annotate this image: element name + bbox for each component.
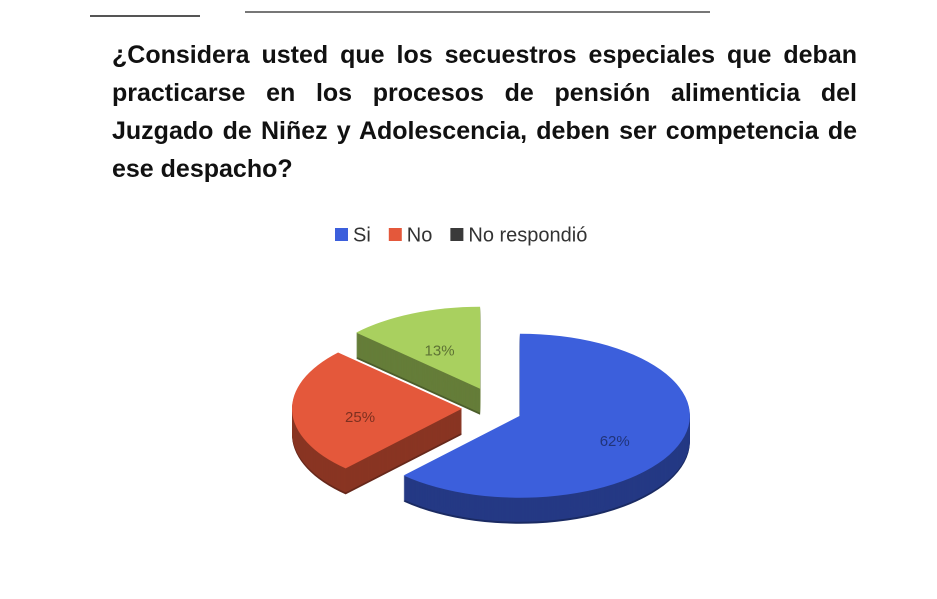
legend-marker (450, 228, 464, 241)
slice (292, 352, 463, 469)
slice-label: 62% (600, 433, 630, 450)
slice (403, 333, 690, 498)
slice-label: 13% (425, 343, 455, 360)
legend-marker (335, 228, 348, 241)
legend-label: No respondió (468, 224, 587, 246)
legend-label: No (407, 224, 433, 246)
legend-marker (388, 228, 402, 241)
slice-label: 25% (345, 409, 375, 426)
chart-title: ¿Considera usted que los secuestros espe… (112, 41, 857, 183)
legend-label: Si (353, 224, 371, 246)
slice (356, 306, 481, 389)
